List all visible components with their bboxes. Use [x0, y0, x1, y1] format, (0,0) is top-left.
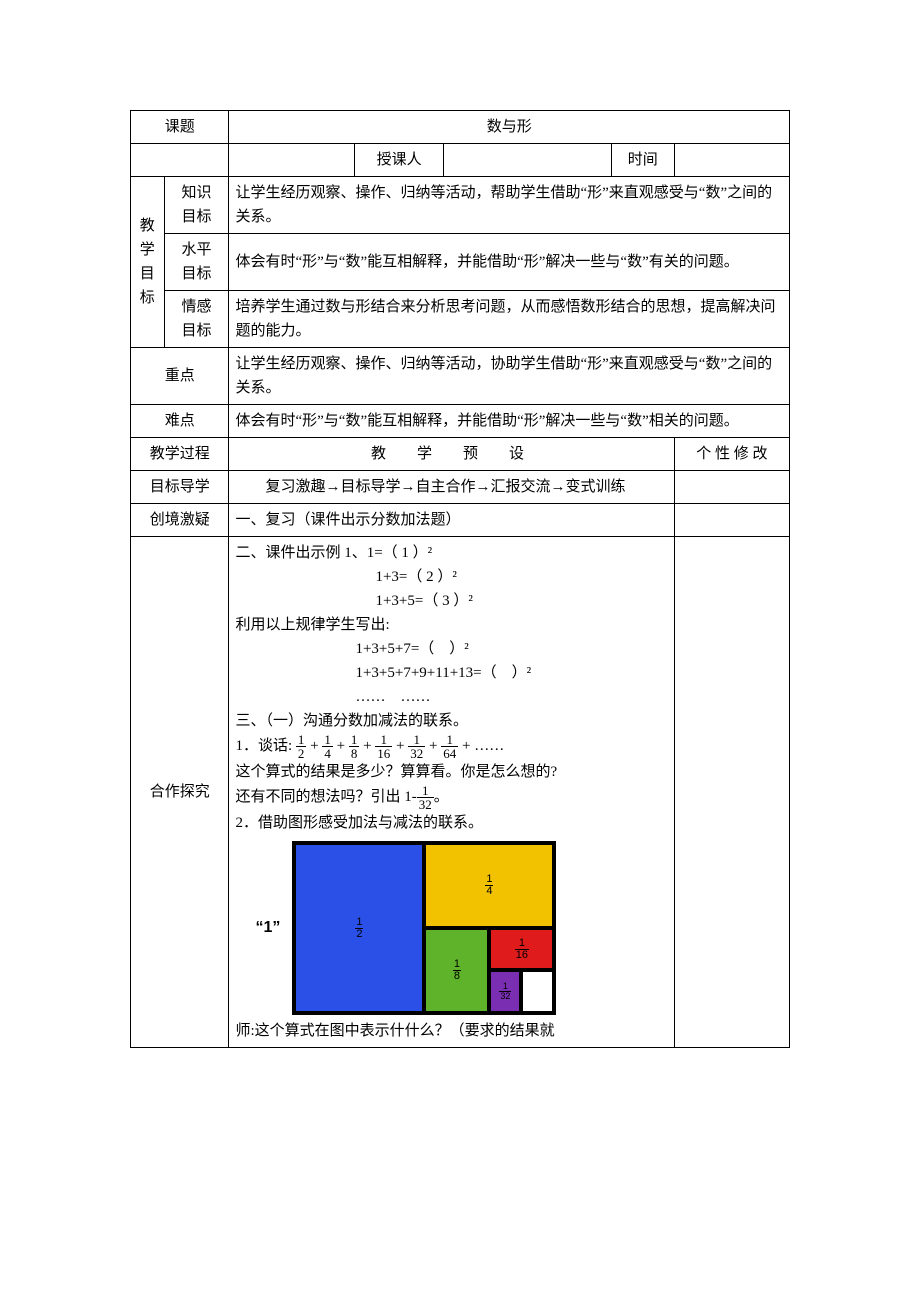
question2a: 还有不同的想法吗？引出 1- — [235, 789, 416, 805]
teacher-line: 师:这个算式在图中表示什什么？（要求的结果就 — [235, 1019, 667, 1043]
time-value — [674, 144, 789, 177]
section3-title: 三、（一）沟通分数加减法的联系。 — [235, 709, 667, 733]
block-blank — [521, 970, 554, 1013]
row-topic: 课题 数与形 — [131, 111, 790, 144]
review-mod — [674, 504, 789, 537]
explore-label: 合作探究 — [131, 537, 229, 1048]
talk-prefix: 1．谈话: — [235, 738, 292, 754]
question1: 这个算式的结果是多少？算算看。你是怎么想的? — [235, 760, 667, 784]
label-sixteenth: 116 — [515, 938, 529, 961]
guide-label: 目标导学 — [131, 471, 229, 504]
skill-label: 水平目标 — [164, 234, 229, 291]
explore-mod — [674, 537, 789, 1048]
row-review: 创境激疑 一、复习（课件出示分数加法题） — [131, 504, 790, 537]
guide-mod — [674, 471, 789, 504]
fraction-diagram: 12 14 18 116 132 — [292, 841, 556, 1015]
block-sixteenth: 116 — [489, 928, 554, 970]
fraction-term: 18 — [349, 733, 360, 760]
knowledge-label: 知识目标 — [164, 177, 229, 234]
fraction-term: 14 — [322, 733, 333, 760]
fraction-term: 12 — [296, 733, 307, 760]
label-eighth: 18 — [453, 959, 461, 982]
row-keypoint: 重点 让学生经历观察、操作、归纳等活动，协助学生借助“形”来直观感受与“数”之间… — [131, 348, 790, 405]
diagram-wrap: “1” 12 14 18 116 132 — [255, 841, 667, 1015]
lesson-plan-table: 课题 数与形 授课人 时间 教学目标 知识目标 让学生经历观察、操作、归纳等活动… — [130, 110, 790, 1048]
block-eighth: 18 — [424, 928, 489, 1013]
row-goal-affective: 情感目标 培养学生通过数与形结合来分析思考问题，从而感悟数形结合的思想，提高解决… — [131, 291, 790, 348]
fraction-sum: 12 + 14 + 18 + 116 + 132 + 164 + …… — [296, 738, 504, 754]
review-label: 创境激疑 — [131, 504, 229, 537]
review-text: 一、复习（课件出示分数加法题） — [229, 504, 674, 537]
keypoint-label: 重点 — [131, 348, 229, 405]
question2: 还有不同的想法吗？引出 1-132。 — [235, 784, 667, 811]
row-guide: 目标导学 复习激趣→目标导学→自主合作→汇报交流→变式训练 — [131, 471, 790, 504]
time-label: 时间 — [611, 144, 674, 177]
difficulty-label: 难点 — [131, 405, 229, 438]
topic-value: 数与形 — [229, 111, 790, 144]
question2b: 。 — [434, 789, 449, 805]
page: 课题 数与形 授课人 时间 教学目标 知识目标 让学生经历观察、操作、归纳等活动… — [0, 0, 920, 1302]
affective-text: 培养学生通过数与形结合来分析思考问题，从而感悟数形结合的思想，提高解决问题的能力… — [229, 291, 790, 348]
label-quarter: 14 — [485, 874, 493, 897]
row-explore: 合作探究 二、课件出示例 1、1=（ 1 ）² 1+3=（ 2 ）² 1+3+5… — [131, 537, 790, 1048]
explore-content: 二、课件出示例 1、1=（ 1 ）² 1+3=（ 2 ）² 1+3+5=（ 3 … — [229, 537, 674, 1048]
skill-text: 体会有时“形”与“数”能互相解释，并能借助“形”解决一些与“数”有关的问题。 — [229, 234, 790, 291]
goals-group-label: 教学目标 — [131, 177, 165, 348]
keypoint-text: 让学生经历观察、操作、归纳等活动，协助学生借助“形”来直观感受与“数”之间的关系… — [229, 348, 790, 405]
point2: 2．借助图形感受加法与减法的联系。 — [235, 811, 667, 835]
guide-text: 复习激趣→目标导学→自主合作→汇报交流→变式训练 — [229, 471, 674, 504]
explore-eq5: 1+3+5+7+9+11+13=（ ）² — [235, 661, 667, 685]
topic-label: 课题 — [131, 111, 229, 144]
fraction-term: 132 — [408, 733, 425, 760]
row-difficulty: 难点 体会有时“形”与“数”能互相解释，并能借助“形”解决一些与“数”相关的问题… — [131, 405, 790, 438]
explore-use-rule: 利用以上规律学生写出: — [235, 613, 667, 637]
one-label: “1” — [255, 915, 280, 941]
block-thirtysecond: 132 — [489, 970, 521, 1013]
q2-fraction: 132 — [417, 784, 434, 811]
block-half: 12 — [294, 843, 424, 1013]
lecturer-label: 授课人 — [355, 144, 444, 177]
difficulty-text: 体会有时“形”与“数”能互相解释，并能借助“形”解决一些与“数”相关的问题。 — [229, 405, 790, 438]
blank-cell — [131, 144, 229, 177]
row-lecturer-time: 授课人 时间 — [131, 144, 790, 177]
explore-eq4: 1+3+5+7=（ ）² — [235, 637, 667, 661]
explore-dots: …… …… — [235, 685, 667, 709]
block-quarter: 14 — [424, 843, 554, 928]
process-mid-label: 教 学 预 设 — [229, 438, 674, 471]
process-right-label: 个 性 修 改 — [674, 438, 789, 471]
row-process-header: 教学过程 教 学 预 设 个 性 修 改 — [131, 438, 790, 471]
lecturer-value — [444, 144, 612, 177]
explore-eq2: 1+3=（ 2 ）² — [235, 565, 667, 589]
label-thirtysecond: 132 — [499, 982, 511, 1001]
process-left-label: 教学过程 — [131, 438, 229, 471]
affective-label: 情感目标 — [164, 291, 229, 348]
fraction-term: 116 — [375, 733, 392, 760]
row-goal-knowledge: 教学目标 知识目标 让学生经历观察、操作、归纳等活动，帮助学生借助“形”来直观感… — [131, 177, 790, 234]
knowledge-text: 让学生经历观察、操作、归纳等活动，帮助学生借助“形”来直观感受与“数”之间的关系… — [229, 177, 790, 234]
talk-line: 1．谈话: 12 + 14 + 18 + 116 + 132 + 164 + …… — [235, 733, 667, 760]
explore-intro: 二、课件出示例 1、1=（ 1 ）² — [235, 541, 667, 565]
explore-eq3: 1+3+5=（ 3 ）² — [235, 589, 667, 613]
blank-cell — [229, 144, 355, 177]
label-half: 12 — [355, 917, 363, 940]
row-goal-skill: 水平目标 体会有时“形”与“数”能互相解释，并能借助“形”解决一些与“数”有关的… — [131, 234, 790, 291]
fraction-term: 164 — [441, 733, 458, 760]
